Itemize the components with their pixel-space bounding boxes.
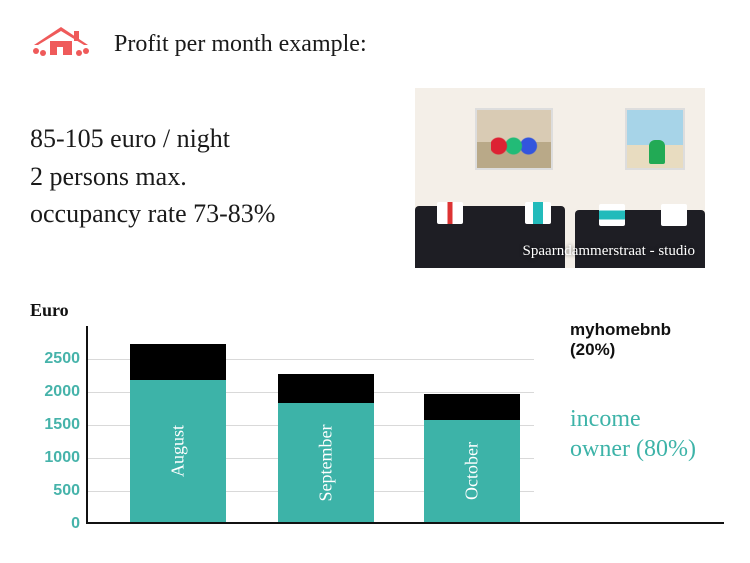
bar-label: August [168, 425, 189, 477]
legend-owner: income owner (80%) [570, 404, 720, 464]
bar-segment-fee [130, 344, 226, 380]
bar-segment-owner: October [424, 420, 520, 522]
legend-owner-line1: income [570, 404, 720, 434]
chart-x-axis-extension [534, 522, 724, 524]
photo-caption: Spaarndammerstraat - studio [523, 243, 695, 260]
chart-y-label: Euro [30, 300, 69, 321]
bar-segment-owner: August [130, 380, 226, 522]
chart-legend: myhomebnb (20%) income owner (80%) [570, 320, 720, 464]
chart-ytick: 2500 [44, 350, 80, 368]
header: Profit per month example: [0, 0, 750, 74]
bar-label: September [316, 424, 337, 501]
page-title: Profit per month example: [114, 31, 367, 58]
profit-chart: Euro 0 500 1000 1500 2000 2500 August Septembe… [30, 300, 720, 540]
bar-label: October [462, 442, 483, 500]
chart-ytick: 1500 [44, 416, 80, 434]
info-occupancy: occupancy rate 73-83% [30, 195, 275, 233]
house-icon [30, 25, 92, 64]
chart-ytick: 0 [71, 515, 80, 533]
legend-fee: myhomebnb (20%) [570, 320, 720, 360]
chart-ytick: 2000 [44, 383, 80, 401]
legend-owner-line2: owner (80%) [570, 434, 720, 464]
info-capacity: 2 persons max. [30, 158, 275, 196]
bar-segment-fee [424, 394, 520, 420]
bar-segment-owner: September [278, 403, 374, 522]
chart-ytick: 1000 [44, 449, 80, 467]
chart-y-axis: 05001000150020002500 [30, 326, 86, 524]
chart-ytick: 500 [53, 482, 80, 500]
chart-plot: August September October [86, 326, 534, 524]
listing-photo: Spaarndammerstraat - studio [415, 88, 705, 268]
pricing-info: 85-105 euro / night 2 persons max. occup… [30, 120, 275, 233]
info-price: 85-105 euro / night [30, 120, 275, 158]
bar-segment-fee [278, 374, 374, 404]
